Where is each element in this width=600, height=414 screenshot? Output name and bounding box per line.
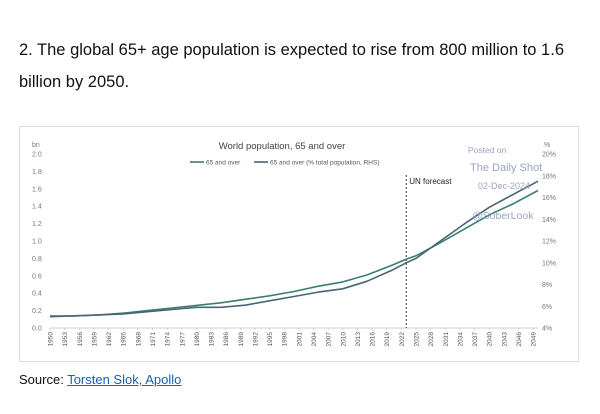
- source-label: Source:: [19, 372, 68, 387]
- x-tick-label: 2037: [472, 332, 479, 347]
- y-axis-right-unit: %: [544, 142, 550, 149]
- y-left-tick-label: 1.8: [32, 169, 42, 176]
- y-right-tick-label: 8%: [542, 282, 552, 289]
- y-left-tick-label: 1.4: [32, 204, 42, 211]
- y-right-tick-label: 14%: [542, 217, 556, 224]
- x-tick-label: 1962: [106, 332, 113, 347]
- watermark-line1: Posted on: [468, 145, 507, 155]
- x-tick-label: 2010: [340, 332, 347, 347]
- y-right-tick-label: 12%: [542, 239, 556, 246]
- x-tick-label: 1974: [165, 332, 172, 347]
- legend-label: 65 and over (% total population, RHS): [270, 160, 379, 167]
- x-tick-label: 2004: [311, 332, 318, 347]
- x-tick-label: 2013: [355, 332, 362, 347]
- x-tick-label: 2016: [370, 332, 377, 347]
- x-tick-label: 1959: [91, 332, 98, 347]
- chart-svg: 0.0 0.2 0.4 0.6 0.8 1.0 1.2 1.4 1.6 1.8 2.0 4% 6% 8%…: [32, 141, 556, 347]
- x-tick-label: 1965: [121, 332, 128, 347]
- source-line: Source: Torsten Slok, Apollo: [19, 372, 181, 387]
- y-right-tick-label: 4%: [542, 326, 552, 333]
- y-right-tick-label: 6%: [542, 304, 552, 311]
- y-left-tick-label: 0.2: [32, 308, 42, 315]
- x-tick-label: 2046: [516, 332, 523, 347]
- x-tick-label: 2043: [501, 332, 508, 347]
- series-65-and-over-line: [49, 189, 539, 318]
- y-left-tick-label: 0.8: [32, 256, 42, 263]
- y-axis-left-unit: bn: [32, 142, 40, 149]
- x-tick-label: 2028: [428, 332, 435, 347]
- watermark-line4: @SoberLook: [472, 210, 534, 222]
- chart-title: World population, 65 and over: [219, 141, 346, 152]
- watermark-line2: The Daily Shot: [470, 162, 542, 174]
- watermark: Posted on The Daily Shot 02-Dec-2024 @So…: [468, 145, 542, 222]
- source-link[interactable]: Torsten Slok, Apollo: [67, 372, 182, 387]
- x-tick-label: 1953: [62, 332, 69, 347]
- x-tick-label: 1956: [77, 332, 84, 347]
- x-tick-label: 1968: [135, 332, 142, 347]
- x-tick-label: 2025: [414, 332, 421, 347]
- y-left-tick-label: 0.4: [32, 291, 42, 298]
- y-left-tick-label: 1.0: [32, 239, 42, 246]
- y-right-tick-label: 16%: [542, 195, 556, 202]
- x-tick-label: 2031: [443, 332, 450, 347]
- x-tick-label: 1989: [238, 332, 245, 347]
- x-tick-label: 1950: [48, 332, 55, 347]
- x-tick-label: 1998: [282, 332, 289, 347]
- x-tick-label: 1986: [223, 332, 230, 347]
- y-right-tick-label: 20%: [542, 152, 556, 159]
- x-tick-label: 1992: [252, 332, 259, 347]
- headline: 2. The global 65+ age population is expe…: [19, 41, 564, 91]
- x-tick-label: 1977: [179, 332, 186, 347]
- y-left-tick-label: 0.0: [32, 326, 42, 333]
- x-tick-label: 2049: [531, 332, 538, 347]
- x-tick-label: 2040: [487, 332, 494, 347]
- forecast-annotation: UN forecast: [409, 177, 452, 186]
- legend-label: 65 and over: [206, 160, 241, 167]
- x-tick-label: 1971: [150, 332, 157, 347]
- x-tick-label: 2007: [326, 332, 333, 347]
- x-tick-label: 2001: [296, 332, 303, 347]
- x-tick-label: 2034: [457, 332, 464, 347]
- y-left-tick-label: 2.0: [32, 152, 42, 159]
- y-left-tick-label: 1.6: [32, 186, 42, 193]
- x-tick-label: 1995: [267, 332, 274, 347]
- y-left-tick-label: 1.2: [32, 221, 42, 228]
- x-tick-label: 2022: [399, 332, 406, 347]
- x-tick-label: 1980: [194, 332, 201, 347]
- y-right-tick-label: 18%: [542, 173, 556, 180]
- y-left-tick-label: 0.6: [32, 273, 42, 280]
- x-tick-label: 2019: [384, 332, 391, 347]
- watermark-line3: 02-Dec-2024: [478, 181, 530, 191]
- y-right-tick-label: 10%: [542, 260, 556, 267]
- series-65-share-rhs-line: [50, 180, 539, 317]
- chart-figure: 0.0 0.2 0.4 0.6 0.8 1.0 1.2 1.4 1.6 1.8 2.0 4% 6% 8%…: [19, 126, 579, 362]
- x-tick-label: 1983: [209, 332, 216, 347]
